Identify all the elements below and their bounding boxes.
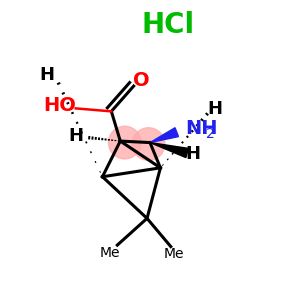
Polygon shape [150, 128, 178, 142]
Text: H: H [186, 145, 201, 163]
Text: H: H [39, 66, 54, 84]
Text: HCl: HCl [141, 11, 194, 39]
Text: H: H [207, 100, 222, 118]
Polygon shape [150, 142, 188, 158]
Text: O: O [133, 71, 149, 90]
Circle shape [132, 128, 165, 160]
Text: NH: NH [186, 119, 218, 138]
Text: Me: Me [100, 245, 120, 260]
Circle shape [108, 126, 141, 159]
Text: 2: 2 [206, 127, 214, 141]
Text: H: H [69, 127, 84, 145]
Text: HO: HO [43, 96, 76, 115]
Text: Me: Me [164, 247, 184, 261]
